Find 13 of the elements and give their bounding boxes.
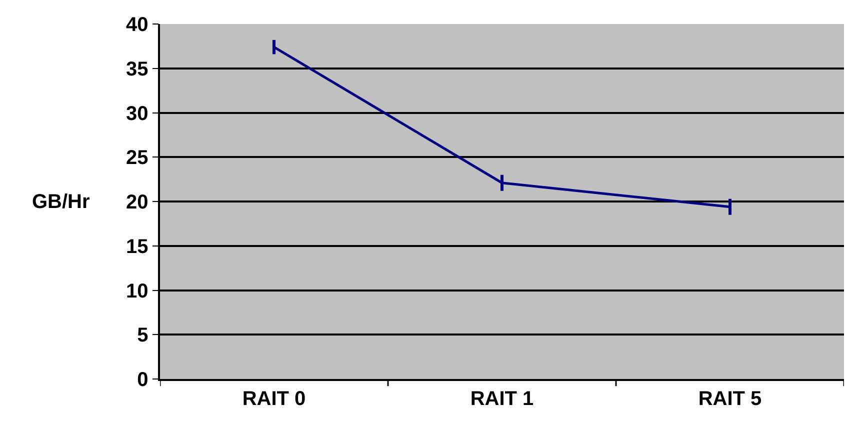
y-tick-label: 15 xyxy=(126,236,148,258)
y-tick-label: 40 xyxy=(126,14,148,36)
x-tick-label: RAIT 0 xyxy=(242,388,306,410)
y-tick-label: 35 xyxy=(126,58,148,80)
y-tick-label: 5 xyxy=(137,324,148,347)
x-tick-label: RAIT 1 xyxy=(470,388,534,410)
x-tick-label: RAIT 5 xyxy=(698,388,762,410)
y-axis-title: GB/Hr xyxy=(32,191,90,213)
y-tick-label: 10 xyxy=(126,280,148,302)
y-tick-label: 25 xyxy=(126,147,148,170)
y-tick-label: 0 xyxy=(137,369,148,391)
y-tick-label: 20 xyxy=(126,192,148,214)
y-tick-label: 30 xyxy=(126,102,148,125)
